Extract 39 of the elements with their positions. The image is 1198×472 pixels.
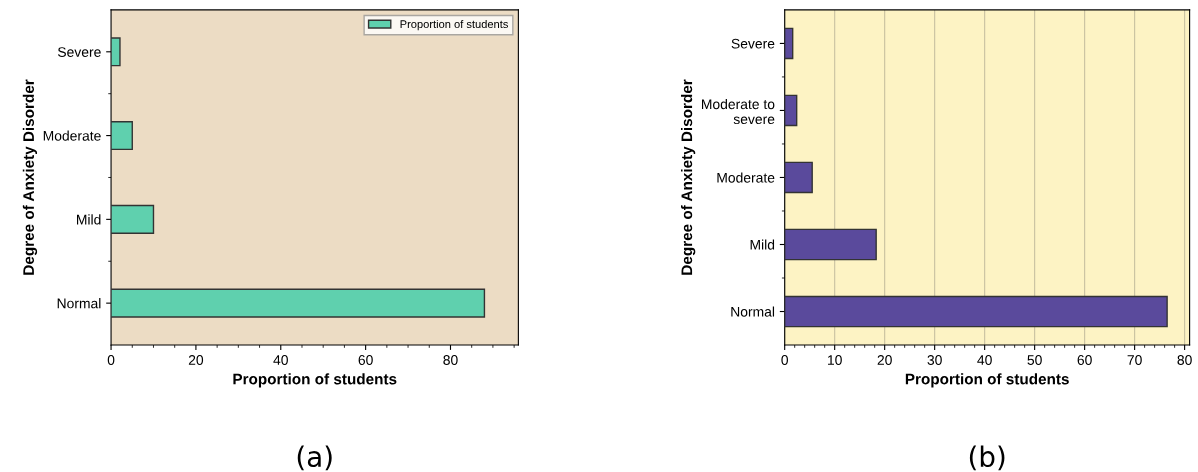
x-tick-label: 60	[1077, 355, 1092, 365]
x-tick-label: 0	[107, 355, 115, 365]
y-tick-label: Moderate to severe	[702, 98, 775, 125]
bar	[111, 288, 486, 318]
bar	[784, 27, 794, 60]
y-tick-label: Mild	[77, 214, 101, 225]
text: (a)	[297, 445, 332, 471]
x-tick-label: 50	[1027, 355, 1042, 365]
x-tick-label: 60	[358, 355, 373, 365]
text: (b)	[969, 445, 1005, 471]
y-tick-label: Moderate	[717, 172, 775, 183]
x-axis-title: Proportion of students	[233, 373, 397, 388]
y-tick-label: Moderate	[43, 130, 101, 141]
x-tick-label: 40	[273, 355, 288, 365]
bar	[111, 37, 121, 67]
y-tick-label: Normal	[57, 298, 101, 309]
x-tick-label: 0	[781, 355, 789, 365]
x-tick-label: 40	[977, 355, 992, 365]
bar	[784, 94, 798, 127]
y-tick-label: Mild	[750, 239, 775, 250]
x-tick-label: 20	[188, 355, 204, 365]
y-tick-label: Normal	[731, 306, 775, 317]
y-tick-label: Severe	[731, 38, 775, 49]
x-tick-label: 80	[443, 355, 458, 365]
y-tick-label: Severe	[57, 47, 101, 57]
x-tick-label: 70	[1127, 355, 1142, 365]
bar	[784, 228, 877, 261]
y-axis-title: Degree of Anxiety Disorder	[680, 79, 696, 275]
x-tick-label: 10	[828, 355, 842, 365]
bar	[111, 121, 133, 151]
bar	[111, 204, 155, 234]
bar	[784, 295, 1168, 328]
bar	[784, 161, 813, 194]
x-tick-label: 20	[877, 355, 892, 365]
x-tick-label: 80	[1177, 355, 1192, 365]
x-axis-title: Proportion of students	[905, 373, 1069, 388]
y-axis-title: Degree of Anxiety Disorder	[22, 79, 38, 275]
x-tick-label: 30	[927, 355, 942, 365]
legend-label: Proportion of students	[400, 19, 508, 31]
